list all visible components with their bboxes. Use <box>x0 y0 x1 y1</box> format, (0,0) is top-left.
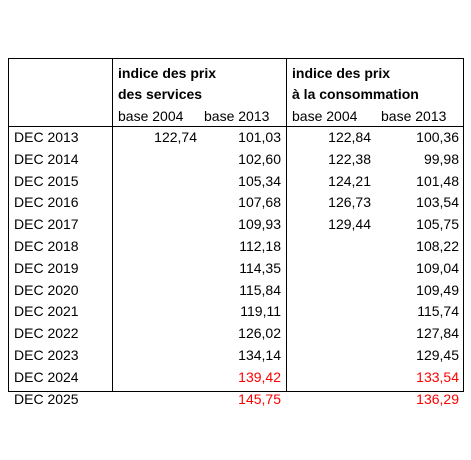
group-column-divider <box>286 58 287 392</box>
cell-c13: 115,74 <box>417 303 459 319</box>
cell-c13: 127,84 <box>416 325 459 341</box>
cell-c13: 109,04 <box>416 260 459 276</box>
row-label: DEC 2023 <box>14 347 79 363</box>
cell-s13: 114,35 <box>239 260 281 276</box>
services-header-line1: indice des prix <box>118 65 217 81</box>
cell-c13: 101,48 <box>416 173 459 189</box>
cell-s13: 107,68 <box>238 194 281 210</box>
table-top-border <box>8 58 464 59</box>
cell-s13: 145,75 <box>238 391 281 407</box>
cell-s13: 139,42 <box>238 369 281 385</box>
services-header-line2: des services <box>118 86 203 102</box>
cell-c13: 99,98 <box>423 151 459 167</box>
cell-s13: 115,84 <box>239 282 281 298</box>
cell-s13: 112,18 <box>239 238 281 254</box>
header-bottom-border <box>8 126 464 127</box>
cell-c04: 122,84 <box>328 129 371 145</box>
cell-c04: 124,21 <box>328 173 371 189</box>
services-base-2004-header: base 2004 <box>118 108 184 124</box>
row-label: DEC 2015 <box>14 173 79 189</box>
conso-base-2013-header: base 2013 <box>381 108 447 124</box>
row-label: DEC 2014 <box>14 151 79 167</box>
cell-s13: 105,34 <box>238 173 281 189</box>
cell-s13: 102,60 <box>238 151 281 167</box>
cell-s04: 122,74 <box>154 129 197 145</box>
table-bottom-border <box>8 391 464 392</box>
table-right-border <box>463 58 464 392</box>
label-column-divider <box>112 58 113 392</box>
cell-c13: 136,29 <box>416 391 459 407</box>
cell-s13: 126,02 <box>238 325 281 341</box>
cell-c04: 122,38 <box>328 151 371 167</box>
services-base-2013-header: base 2013 <box>204 108 270 124</box>
cell-c04: 129,44 <box>328 216 371 232</box>
cell-c13: 108,22 <box>416 238 459 254</box>
row-label: DEC 2017 <box>14 216 79 232</box>
cell-c13: 133,54 <box>416 369 459 385</box>
conso-header-line2: à la consommation <box>292 86 419 102</box>
cell-c13: 109,49 <box>416 282 459 298</box>
cell-s13: 134,14 <box>238 347 281 363</box>
row-label: DEC 2022 <box>14 325 79 341</box>
cell-c04: 126,73 <box>328 194 371 210</box>
cell-c13: 100,36 <box>416 129 459 145</box>
cell-c13: 129,45 <box>416 347 459 363</box>
row-label: DEC 2021 <box>14 303 79 319</box>
row-label: DEC 2013 <box>14 129 79 145</box>
row-label: DEC 2020 <box>14 282 79 298</box>
row-label: DEC 2019 <box>14 260 79 276</box>
conso-base-2004-header: base 2004 <box>292 108 358 124</box>
row-label: DEC 2018 <box>14 238 79 254</box>
row-label: DEC 2024 <box>14 369 79 385</box>
row-label: DEC 2025 <box>14 391 79 407</box>
conso-header-line1: indice des prix <box>292 65 391 81</box>
table-left-border <box>8 58 9 392</box>
cell-s13: 101,03 <box>238 129 281 145</box>
cell-s13: 109,93 <box>238 216 281 232</box>
cell-s13: 119,11 <box>240 303 281 319</box>
row-label: DEC 2016 <box>14 194 79 210</box>
cell-c13: 105,75 <box>416 216 459 232</box>
cell-c13: 103,54 <box>416 194 459 210</box>
